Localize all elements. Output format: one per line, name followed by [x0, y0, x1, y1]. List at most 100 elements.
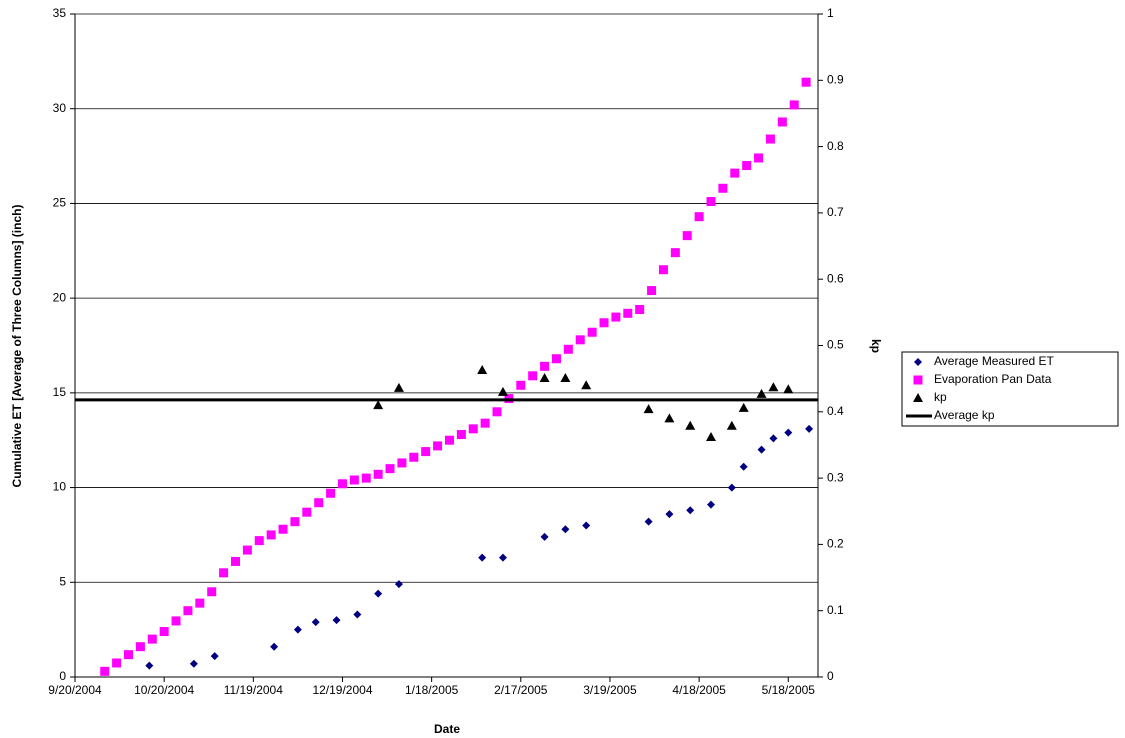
- data-point: [195, 598, 205, 608]
- data-point: [801, 77, 811, 87]
- data-point: [686, 506, 695, 515]
- data-point: [582, 521, 591, 530]
- y-tick-label: 15: [53, 385, 67, 399]
- data-point: [516, 380, 526, 390]
- data-point: [727, 483, 736, 492]
- data-point: [361, 473, 371, 483]
- legend-label: kp: [934, 390, 947, 404]
- data-point: [397, 458, 407, 468]
- data-point: [112, 658, 122, 668]
- y-tick-label: 20: [53, 290, 67, 304]
- legend-box: [901, 351, 1119, 427]
- data-point: [480, 418, 490, 428]
- data-point: [189, 659, 198, 668]
- y-tick-label: 25: [53, 196, 67, 210]
- data-point: [805, 424, 814, 433]
- data-point: [718, 183, 728, 193]
- data-point: [456, 430, 466, 440]
- data-point: [373, 469, 383, 479]
- data-point: [100, 666, 110, 676]
- data-point: [302, 507, 312, 517]
- data-point: [219, 568, 229, 578]
- data-point: [739, 462, 748, 471]
- data-point: [498, 553, 507, 562]
- y-tick-label: 35: [53, 6, 67, 20]
- data-point: [332, 616, 341, 625]
- data-point: [665, 510, 674, 519]
- data-point: [742, 161, 752, 171]
- y-tick-label: 5: [59, 574, 66, 588]
- data-point: [647, 286, 657, 296]
- data-point: [290, 517, 300, 527]
- data-point: [706, 197, 716, 207]
- data-point: [349, 475, 359, 485]
- data-point: [768, 382, 779, 392]
- x-tick-label: 11/19/2004: [224, 683, 283, 697]
- data-point: [242, 545, 252, 555]
- data-point: [123, 650, 133, 660]
- data-point: [777, 117, 787, 127]
- data-point: [765, 134, 775, 144]
- data-point: [789, 100, 799, 110]
- data-point: [444, 435, 454, 445]
- data-point: [145, 661, 154, 670]
- data-point: [311, 618, 320, 627]
- data-point: [409, 452, 419, 462]
- data-point: [726, 420, 737, 430]
- data-point: [393, 382, 404, 392]
- data-point: [171, 616, 181, 626]
- x-tick-label: 3/19/2005: [583, 683, 637, 697]
- data-point: [670, 248, 680, 258]
- legend-swatch: [914, 358, 922, 366]
- y2-tick-label: 0.6: [827, 271, 844, 285]
- data-point: [623, 308, 633, 318]
- data-point: [694, 212, 704, 222]
- data-point: [278, 524, 288, 534]
- data-point: [337, 479, 347, 489]
- data-point: [783, 384, 794, 394]
- data-point: [658, 265, 668, 275]
- data-point: [183, 606, 193, 616]
- data-point: [682, 231, 692, 241]
- data-point: [374, 589, 383, 598]
- data-point: [551, 354, 561, 364]
- x-tick-label: 2/17/2005: [494, 683, 548, 697]
- data-point: [270, 642, 279, 651]
- data-point: [587, 327, 597, 337]
- data-point: [685, 420, 696, 430]
- data-point: [314, 498, 324, 508]
- data-point: [207, 587, 217, 597]
- y-tick-label: 10: [53, 480, 67, 494]
- data-point: [147, 634, 157, 644]
- data-point: [563, 344, 573, 354]
- data-point: [756, 388, 767, 398]
- x-tick-label: 10/20/2004: [134, 683, 194, 697]
- data-point: [706, 431, 717, 441]
- legend-label: Evaporation Pan Data: [934, 372, 1052, 386]
- data-point: [293, 625, 302, 634]
- data-point: [599, 318, 609, 328]
- y2-tick-label: 0.1: [827, 603, 844, 617]
- data-point: [373, 400, 384, 410]
- data-point: [784, 428, 793, 437]
- y-tick-label: 0: [59, 669, 66, 683]
- y2-tick-label: 1: [827, 6, 834, 20]
- x-axis-title: Date: [434, 722, 460, 736]
- y2-tick-label: 0.5: [827, 338, 844, 352]
- data-point: [353, 610, 362, 619]
- data-point: [644, 517, 653, 526]
- x-tick-label: 4/18/2005: [672, 683, 726, 697]
- data-point: [757, 445, 766, 454]
- data-point: [478, 553, 487, 562]
- data-point: [769, 434, 778, 443]
- x-tick-label: 9/20/2004: [48, 683, 102, 697]
- y2-tick-label: 0.2: [827, 537, 844, 551]
- data-point: [394, 580, 403, 589]
- y2-tick-label: 0.8: [827, 139, 844, 153]
- data-point: [738, 402, 749, 412]
- data-point: [754, 153, 764, 163]
- data-point: [468, 424, 478, 434]
- legend-label: Average Measured ET: [934, 354, 1055, 368]
- data-point: [326, 488, 336, 498]
